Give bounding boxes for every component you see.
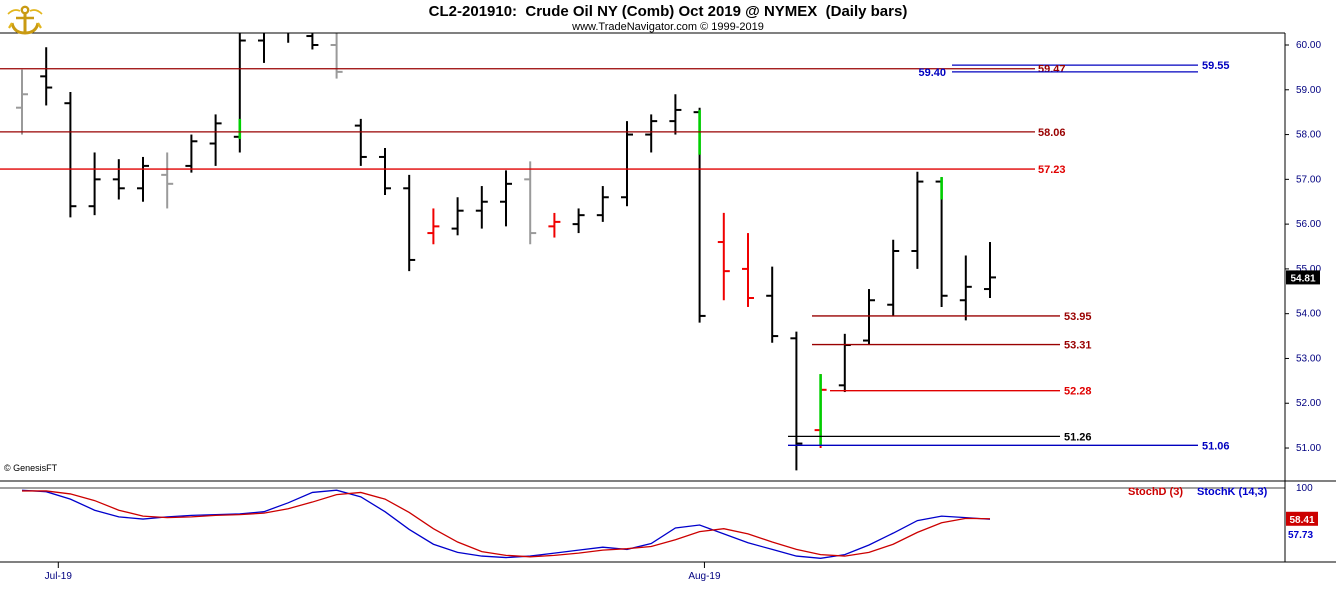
price-levels[interactable]: 59.55 59.47 59.40 58.06 57.23 53.95 53.31 52.28…: [0, 60, 1230, 452]
stochd-indicator-label[interactable]: StochD (3): [1128, 486, 1183, 498]
stoch-scale-label: 100: [1296, 483, 1313, 494]
price-tick-label: 54.00: [1296, 309, 1321, 320]
price-tick-label: 59.00: [1296, 85, 1321, 96]
price-tick-label: 51.00: [1296, 443, 1321, 454]
level-label: 52.28: [1064, 386, 1092, 398]
level-label: 51.26: [1064, 431, 1092, 443]
price-tick-label: 60.00: [1296, 40, 1321, 51]
last-price-badge: [1286, 270, 1320, 285]
level-label: 51.06: [1202, 440, 1230, 452]
level-label: 59.47: [1038, 64, 1066, 76]
level-label: 59.40: [918, 67, 946, 79]
date-axis[interactable]: Jul-19 Aug-19: [45, 562, 721, 582]
chart-title: CL2-201910: Crude Oil NY (Comb) Oct 2019…: [428, 3, 908, 20]
stochd-value-badge: [1286, 511, 1318, 526]
genesis-watermark: © GenesisFT: [4, 463, 58, 473]
chart-subtitle: www.TradeNavigator.com © 1999-2019: [572, 21, 764, 33]
price-tick-label: 55.00: [1296, 264, 1321, 275]
price-axis[interactable]: 60.00 59.00 58.00 57.00 56.00 55.00 54.00 53.00…: [1285, 40, 1321, 454]
stochk-indicator-label[interactable]: StochK (14,3): [1197, 486, 1268, 498]
stochk-value: 57.73: [1288, 530, 1313, 541]
date-tick-label: Jul-19: [45, 571, 73, 582]
anchor-icon: [7, 5, 43, 35]
stochastic-lines: [21, 489, 991, 559]
stochd-value: 58.41: [1289, 515, 1314, 526]
level-label: 59.55: [1202, 60, 1230, 72]
price-tick-label: 57.00: [1296, 174, 1321, 185]
ohlc-bars: [16, 33, 996, 471]
price-tick-label: 52.00: [1296, 398, 1321, 409]
level-label: 58.06: [1038, 127, 1066, 139]
level-label: 53.31: [1064, 340, 1092, 352]
price-tick-label: 56.00: [1296, 219, 1321, 230]
level-label: 57.23: [1038, 164, 1066, 176]
trade-navigator-anchor-logo: [6, 4, 44, 38]
price-tick-label: 58.00: [1296, 130, 1321, 141]
last-price-value: 54.81: [1290, 273, 1315, 284]
date-tick-label: Aug-19: [688, 571, 721, 582]
level-label: 53.95: [1064, 311, 1092, 323]
price-tick-label: 53.00: [1296, 353, 1321, 364]
